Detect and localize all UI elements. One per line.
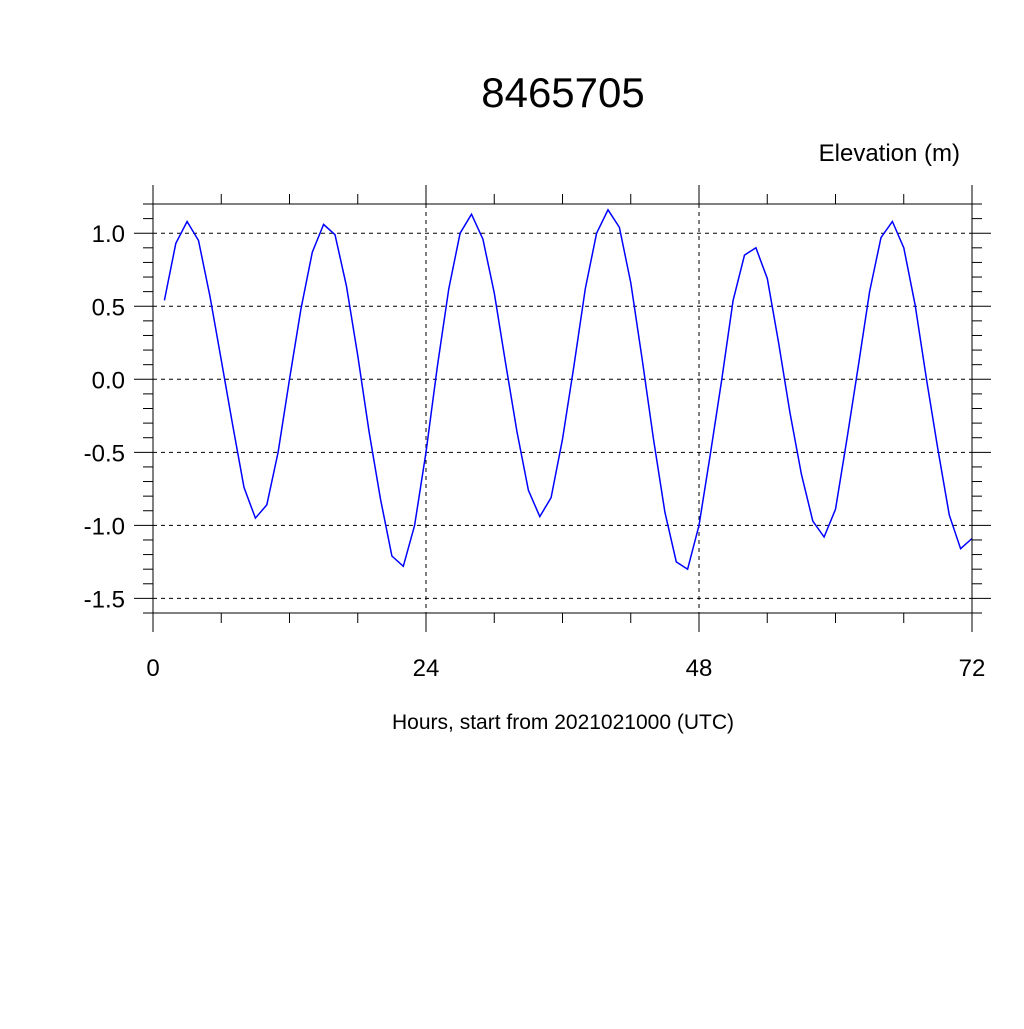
ticks [134,185,991,632]
tick-labels: 1.0 0.5 0.0 -0.5 -1.0 -1.5 0 24 48 72 [84,221,986,682]
y-tick-label: -0.5 [84,440,125,467]
chart-subtitle: Elevation (m) [819,140,960,167]
x-tick-label: 24 [413,655,440,682]
x-tick-label: 48 [686,655,713,682]
y-tick-label: 0.0 [92,367,125,394]
grid [153,204,972,613]
y-tick-label: -1.5 [84,586,125,613]
series-line [163,208,973,571]
x-axis-label: Hours, start from 2021021000 (UTC) [392,711,734,734]
y-tick-label: -1.0 [84,513,125,540]
y-tick-label: 0.5 [92,294,125,321]
x-tick-label: 0 [146,655,159,682]
plot-frame [152,203,973,614]
x-tick-label: 72 [959,655,986,682]
y-tick-label: 1.0 [92,221,125,248]
chart-title: 8465705 [481,69,645,116]
